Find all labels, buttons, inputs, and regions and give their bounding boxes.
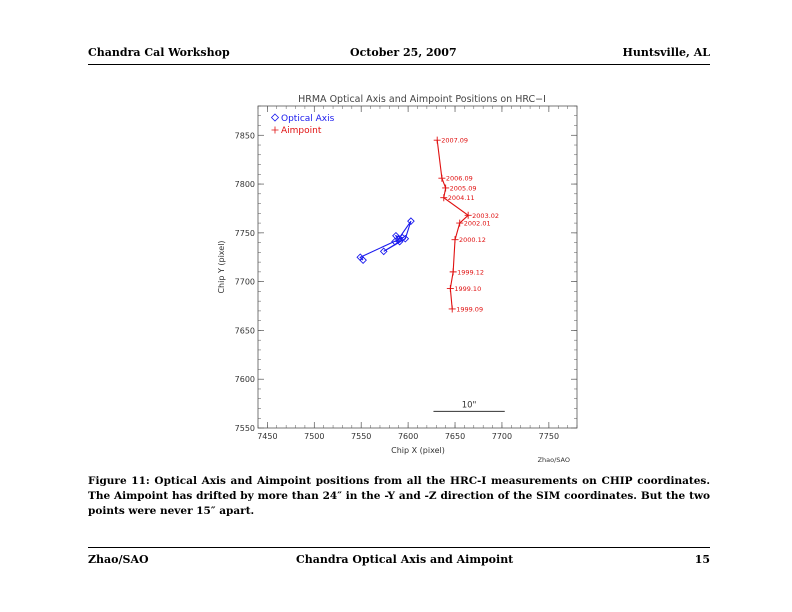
optical-axis-point <box>407 217 415 225</box>
figure-caption: Figure 11: Optical Axis and Aimpoint pos… <box>88 475 710 517</box>
optical-axis-point <box>356 253 365 262</box>
axis-ticks: 7450 7500 7550 7600 7650 7700 7750 7550 7600 7650… <box>235 105 578 441</box>
aimpoint-date-label: 2002.01 <box>464 220 491 228</box>
aimpoint-date-label: 2000.12 <box>459 236 486 244</box>
aimpoint-date-label: 2003.02 <box>472 212 499 220</box>
aimpoint-date-label: 2007.09 <box>441 137 468 145</box>
aimpoint-date-label: 1999.09 <box>456 305 483 313</box>
aimpoint-date-label: 2006.09 <box>446 175 473 183</box>
x-tick-label: 7650 <box>445 432 465 441</box>
optical-axis-point <box>379 247 388 256</box>
header-center: October 25, 2007 <box>350 46 457 59</box>
aimpoint-point <box>448 305 456 313</box>
footer-right: 15 <box>694 553 710 566</box>
data-marks: 1999.09 1999.10 1999.12 2000.12 2002.012003.… <box>356 136 499 313</box>
y-tick-label: 7700 <box>235 278 255 287</box>
aimpoint-point <box>440 194 448 202</box>
x-tick-label: 7450 <box>257 432 277 441</box>
chart: HRMA Optical Axis and Aimpoint Positions… <box>217 94 578 464</box>
y-tick-label: 7550 <box>235 424 255 433</box>
optical-axis-point <box>401 234 410 243</box>
footer-left: Zhao/SAO <box>88 553 149 566</box>
scale-bar: 10" <box>433 400 505 412</box>
y-tick-label: 7850 <box>235 131 255 140</box>
legend-diamond-icon <box>270 113 280 122</box>
optical-axis-point <box>391 237 399 246</box>
optical-axis-line <box>359 220 412 261</box>
plot-frame <box>257 105 578 429</box>
y-tick-label: 7750 <box>235 229 255 238</box>
aimpoint-point <box>449 268 457 276</box>
aimpoint-point <box>433 136 441 144</box>
aimpoint-date-label: 2004.11 <box>448 194 475 202</box>
x-tick-label: 7750 <box>539 432 559 441</box>
optical-axis-point <box>359 256 367 265</box>
aimpoint-date-label: 2005.09 <box>450 184 477 192</box>
header-rule <box>88 64 710 65</box>
aimpoint-point <box>442 184 450 192</box>
aimpoint-point <box>451 236 459 244</box>
legend-optical-axis: Optical Axis <box>281 114 335 124</box>
y-tick-label: 7800 <box>235 180 255 189</box>
x-tick-label: 7550 <box>351 432 371 441</box>
footer-center: Chandra Optical Axis and Aimpoint <box>296 553 514 566</box>
x-tick-label: 7700 <box>492 432 512 441</box>
legend-aimpoint: Aimpoint <box>281 126 322 136</box>
x-tick-label: 7600 <box>398 432 418 441</box>
legend: Optical Axis Aimpoint <box>270 113 335 136</box>
series-lines <box>359 140 470 310</box>
y-tick-label: 7650 <box>235 326 255 335</box>
aimpoint-line <box>436 140 470 310</box>
footer-rule <box>88 547 710 548</box>
aimpoint-point <box>456 219 464 227</box>
chart-credit: Zhao/SAO <box>538 456 570 464</box>
aimpoint-date-label: 1999.10 <box>454 285 481 293</box>
optical-axis-point <box>394 234 403 243</box>
aimpoint-point <box>438 174 446 182</box>
x-axis-label: Chip X (pixel) <box>391 446 445 455</box>
header-right: Huntsville, AL <box>622 46 710 59</box>
aimpoint-point <box>446 284 454 292</box>
y-axis-label: Chip Y (pixel) <box>217 240 226 293</box>
scale-bar-label: 10" <box>462 400 477 410</box>
legend-plus-icon <box>271 126 279 134</box>
y-tick-label: 7600 <box>235 375 255 384</box>
x-tick-label: 7500 <box>304 432 324 441</box>
chart-title: HRMA Optical Axis and Aimpoint Positions… <box>298 94 546 105</box>
aimpoint-point <box>464 211 472 219</box>
header-left: Chandra Cal Workshop <box>88 46 230 59</box>
aimpoint-date-label: 1999.12 <box>457 268 484 276</box>
